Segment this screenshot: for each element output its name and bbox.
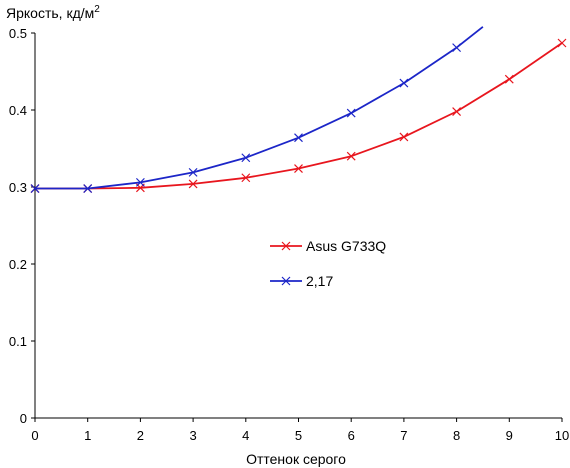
- data-point-marker: [399, 78, 409, 88]
- x-tick-label: 7: [400, 428, 407, 443]
- series-group: [30, 26, 567, 193]
- x-tick-label: 0: [31, 428, 38, 443]
- x-axis-title: Оттенок серого: [246, 451, 346, 467]
- data-point-marker: [557, 38, 567, 48]
- legend-label-gamma: 2,17: [306, 273, 333, 289]
- y-axis-title-main: Яркость, кд/м: [6, 5, 94, 21]
- legend-item-asus: Asus G733Q: [270, 238, 386, 254]
- data-point-marker: [452, 43, 462, 53]
- y-tick-label: 0.1: [9, 334, 27, 349]
- series-line: [35, 42, 563, 190]
- x-tick-label: 3: [189, 428, 196, 443]
- data-point-marker: [241, 153, 251, 163]
- plot-area: 0 0.1 0.2 0.3 0.4 0.5 0 1 2 3 4 5 6 7 8 9 10: [9, 26, 569, 443]
- data-point-marker: [346, 108, 356, 118]
- data-point-marker: [241, 173, 251, 183]
- legend-item-gamma: 2,17: [270, 273, 333, 289]
- data-point-marker: [30, 184, 40, 193]
- data-point-marker: [346, 151, 356, 161]
- y-axis-title: Яркость, кд/м2: [6, 4, 100, 21]
- y-tick-label: 0.3: [9, 180, 27, 195]
- data-point-marker: [294, 133, 303, 143]
- y-tick-label: 0.2: [9, 257, 27, 272]
- x-tick-label: 1: [84, 428, 91, 443]
- y-tick-label: 0.4: [9, 103, 27, 118]
- data-point-marker: [504, 74, 514, 84]
- series-line: [35, 26, 484, 190]
- y-tick-label: 0: [20, 411, 27, 426]
- x-tick-label: 2: [137, 428, 144, 443]
- data-point-marker: [294, 164, 303, 173]
- data-point-marker: [399, 132, 409, 142]
- data-point-marker: [135, 177, 145, 187]
- data-point-marker: [452, 107, 462, 116]
- data-point-marker: [83, 184, 93, 193]
- legend-marker-gamma: [281, 276, 291, 286]
- x-tick-label: 4: [242, 428, 249, 443]
- y-axis-title-superscript: 2: [94, 4, 100, 15]
- legend: Asus G733Q 2,17: [270, 238, 386, 289]
- x-tick-label: 6: [348, 428, 355, 443]
- x-tick-label: 9: [506, 428, 513, 443]
- legend-marker-asus: [281, 241, 291, 251]
- y-tick-label: 0.5: [9, 26, 27, 41]
- x-tick-label: 10: [555, 428, 569, 443]
- x-tick-label: 8: [453, 428, 460, 443]
- legend-label-asus: Asus G733Q: [306, 238, 386, 254]
- data-point-marker: [188, 179, 198, 189]
- x-axis-ticks: 0 1 2 3 4 5 6 7 8 9 10: [31, 418, 569, 443]
- y-axis-ticks: 0 0.1 0.2 0.3 0.4 0.5: [9, 26, 35, 426]
- x-tick-label: 5: [295, 428, 302, 443]
- data-point-marker: [188, 167, 198, 177]
